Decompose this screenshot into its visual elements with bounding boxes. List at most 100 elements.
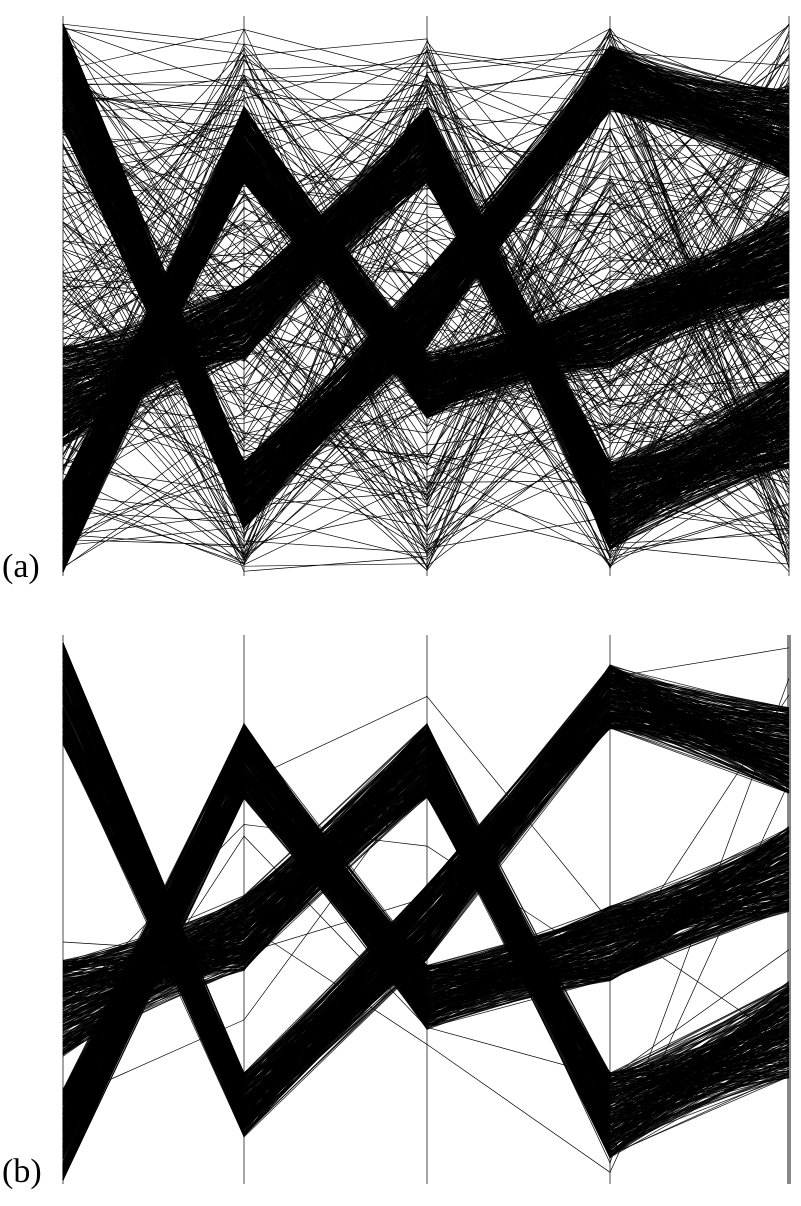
noise-polyline	[62, 246, 790, 446]
noise-polyline	[62, 63, 790, 429]
noise-polyline	[62, 124, 790, 556]
noise-polyline	[62, 86, 790, 514]
noise-polyline	[62, 38, 790, 539]
noise-polyline	[62, 112, 790, 293]
noise-polyline	[62, 163, 790, 569]
noise-polyline	[62, 33, 790, 350]
parallel-coordinates-plot-a	[62, 16, 790, 576]
noise-polyline	[62, 94, 790, 561]
panel-label-b: (b)	[2, 1153, 42, 1190]
noise-polyline	[62, 234, 790, 550]
noise-polyline	[62, 35, 790, 532]
noise-polyline	[62, 305, 790, 567]
polyline	[62, 777, 790, 1152]
noise-polyline	[62, 155, 790, 459]
polyline	[62, 764, 790, 1152]
noise-polyline	[62, 175, 790, 293]
noise-polyline	[62, 48, 790, 348]
polyline	[62, 735, 790, 1137]
polyline	[62, 792, 790, 1119]
polyline	[62, 766, 790, 1100]
polyline	[62, 727, 790, 1132]
noise-polyline	[62, 48, 790, 498]
polyline	[62, 785, 790, 1123]
noise-polyline	[62, 192, 790, 549]
noise-polyline	[62, 32, 790, 570]
noise-polyline	[62, 85, 790, 565]
polyline	[62, 789, 790, 1139]
polyline	[62, 744, 790, 1076]
noise-polyline	[62, 177, 790, 499]
polyline	[62, 782, 790, 1123]
noise-polyline	[62, 129, 790, 508]
polyline	[62, 713, 790, 1120]
noise-polyline	[62, 81, 790, 387]
noise-polyline	[62, 57, 790, 550]
polyline	[62, 140, 790, 550]
noise-polyline	[62, 165, 790, 549]
noise-polyline	[62, 322, 790, 571]
polyline	[62, 747, 790, 1077]
noise-polyline	[62, 30, 790, 531]
noise-polyline	[62, 51, 790, 527]
noise-polyline	[62, 647, 790, 954]
polyline	[62, 743, 790, 1095]
polyline	[62, 740, 790, 1181]
noise-polyline	[62, 95, 790, 545]
noise-polyline	[62, 38, 790, 560]
noise-polyline	[62, 165, 790, 529]
polyline	[62, 786, 790, 1090]
noise-polyline	[62, 74, 790, 531]
polyline	[62, 764, 790, 1165]
parallel-coordinates-plot-b	[62, 635, 791, 1184]
polyline	[62, 726, 790, 1157]
noise-polyline	[62, 59, 790, 449]
polyline	[62, 139, 790, 487]
polyline	[62, 729, 790, 1096]
noise-polyline	[62, 69, 790, 520]
noise-polyline	[62, 45, 790, 556]
noise-polyline	[62, 79, 790, 534]
noise-polyline	[62, 95, 790, 498]
noise-polyline	[62, 54, 790, 555]
noise-polyline	[62, 49, 790, 414]
noise-polyline	[62, 160, 790, 517]
noise-polyline	[62, 43, 790, 540]
noise-polyline	[62, 236, 790, 549]
noise-polyline	[62, 196, 790, 483]
noise-polyline	[62, 781, 790, 1173]
noise-polyline	[62, 186, 790, 561]
noise-polyline	[62, 34, 790, 389]
noise-polyline	[62, 58, 790, 518]
noise-polyline	[62, 83, 790, 559]
noise-polyline	[62, 86, 790, 450]
polyline	[62, 779, 790, 1132]
noise-polyline	[62, 66, 790, 476]
noise-polyline	[62, 99, 790, 366]
noise-polyline	[62, 134, 790, 545]
noise-polyline	[62, 182, 790, 551]
polyline	[62, 782, 790, 1117]
noise-polyline	[62, 108, 790, 537]
polyline	[62, 153, 790, 486]
noise-polyline	[62, 420, 790, 566]
noise-polyline	[62, 92, 790, 383]
polyline	[62, 773, 790, 1080]
noise-polyline	[62, 94, 790, 565]
noise-polyline	[62, 246, 790, 522]
polyline	[62, 777, 790, 1169]
polyline	[62, 757, 790, 1159]
noise-polyline	[62, 127, 790, 426]
polyline	[62, 733, 790, 1168]
polyline	[62, 739, 790, 1094]
polyline	[62, 135, 790, 488]
noise-polyline	[62, 52, 790, 538]
noise-polyline	[62, 103, 790, 480]
noise-polyline	[62, 107, 790, 340]
noise-polyline	[62, 221, 790, 508]
noise-lines	[62, 647, 790, 1173]
noise-polyline	[62, 695, 790, 1152]
polyline	[62, 113, 790, 493]
noise-polyline	[62, 221, 790, 568]
polyline	[62, 775, 790, 1159]
